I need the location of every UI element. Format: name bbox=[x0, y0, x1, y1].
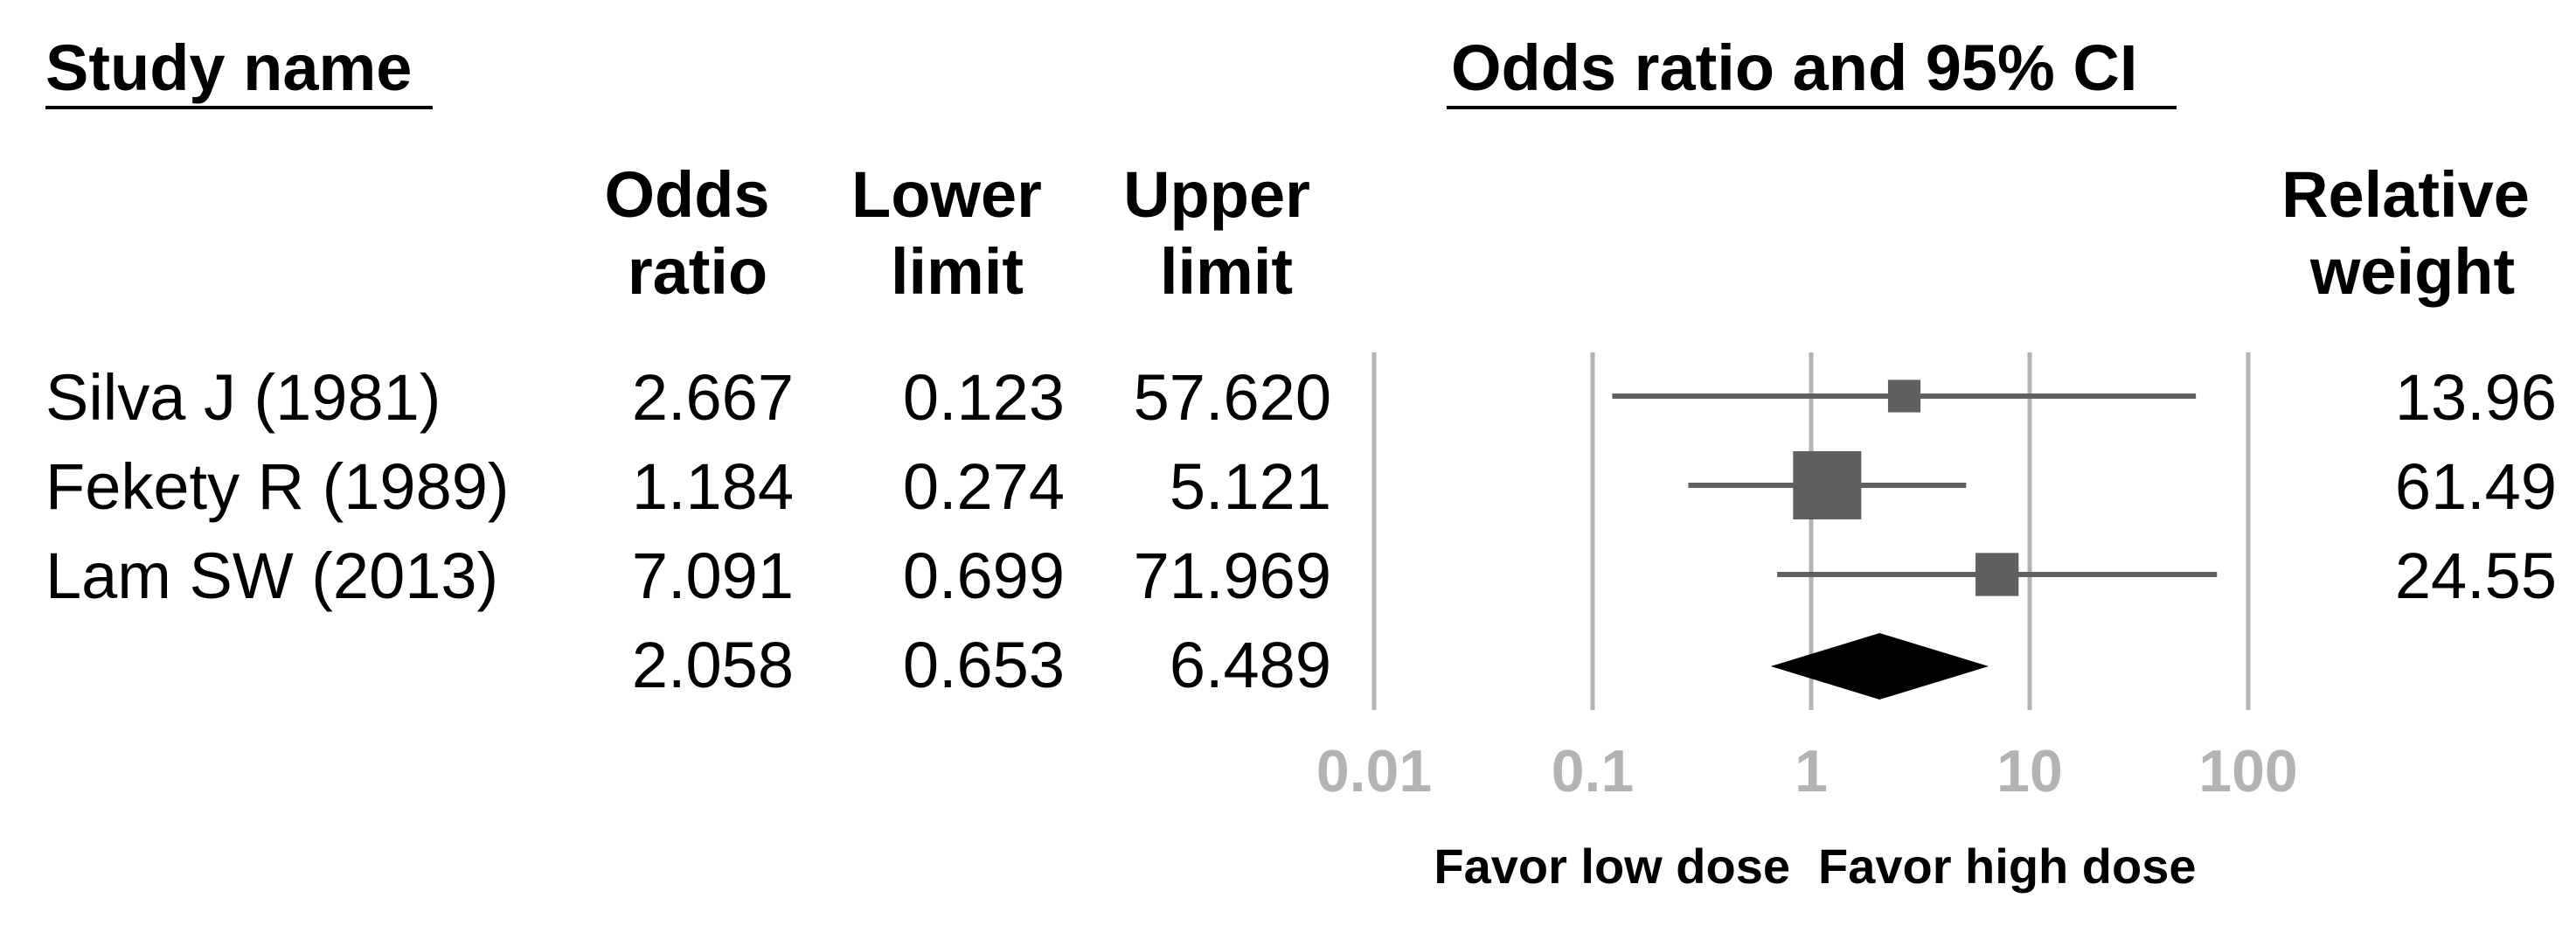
odds-ratio-header-line1: Odds bbox=[604, 158, 769, 231]
x-axis-ticks: 0.01 0.1 1 10 100 bbox=[1316, 738, 2298, 804]
x-tick-label: 10 bbox=[1996, 738, 2063, 804]
ci-title: Odds ratio and 95% CI bbox=[1451, 31, 2137, 104]
upper-limit-header-line1: Upper bbox=[1123, 158, 1310, 231]
plot-marks bbox=[1612, 379, 2218, 700]
upper-limit-cell: 5.121 bbox=[1170, 450, 1331, 523]
favor-low-dose-label: Favor low dose bbox=[1434, 839, 1790, 894]
lower-limit-cell: 0.274 bbox=[903, 450, 1065, 523]
study-marker bbox=[1975, 553, 2019, 596]
upper-limit-header-line2: limit bbox=[1160, 235, 1293, 308]
odds-ratio-header-line2: ratio bbox=[628, 235, 767, 308]
study-name-cell: Lam SW (2013) bbox=[45, 540, 498, 612]
x-tick-label: 0.01 bbox=[1316, 738, 1432, 804]
relative-weight-cell: 61.49 bbox=[2395, 450, 2557, 523]
x-tick-label: 1 bbox=[1795, 738, 1828, 804]
lower-limit-cell: 0.699 bbox=[903, 540, 1065, 612]
lower-limit-header-line1: Lower bbox=[851, 158, 1042, 231]
relative-weight-cell: 13.96 bbox=[2395, 361, 2557, 434]
study-name-cell: Fekety R (1989) bbox=[45, 450, 510, 523]
summary-odds-ratio-cell: 2.058 bbox=[632, 629, 794, 701]
study-rows: Silva J (1981) 2.667 0.123 57.620 13.96 … bbox=[45, 361, 2557, 701]
x-tick-label: 100 bbox=[2198, 738, 2297, 804]
study-name-cell: Silva J (1981) bbox=[45, 361, 441, 434]
odds-ratio-cell: 2.667 bbox=[632, 361, 794, 434]
odds-ratio-cell: 7.091 bbox=[632, 540, 794, 612]
relative-weight-header-line1: Relative bbox=[2281, 158, 2530, 231]
lower-limit-header-line2: limit bbox=[891, 235, 1024, 308]
upper-limit-cell: 57.620 bbox=[1134, 361, 1331, 434]
relative-weight-header-line2: weight bbox=[2309, 235, 2515, 308]
summary-diamond bbox=[1770, 633, 1989, 700]
study-name-header: Study name bbox=[45, 31, 412, 104]
summary-lower-limit-cell: 0.653 bbox=[903, 629, 1065, 701]
study-marker bbox=[1887, 379, 1921, 413]
lower-limit-cell: 0.123 bbox=[903, 361, 1065, 434]
upper-limit-cell: 71.969 bbox=[1134, 540, 1331, 612]
study-marker bbox=[1793, 451, 1862, 519]
plot-gridlines bbox=[1371, 352, 2251, 710]
summary-upper-limit-cell: 6.489 bbox=[1170, 629, 1331, 701]
x-tick-label: 0.1 bbox=[1552, 738, 1635, 804]
odds-ratio-cell: 1.184 bbox=[632, 450, 794, 523]
favor-high-dose-label: Favor high dose bbox=[1818, 839, 2197, 894]
relative-weight-cell: 24.55 bbox=[2395, 540, 2557, 612]
